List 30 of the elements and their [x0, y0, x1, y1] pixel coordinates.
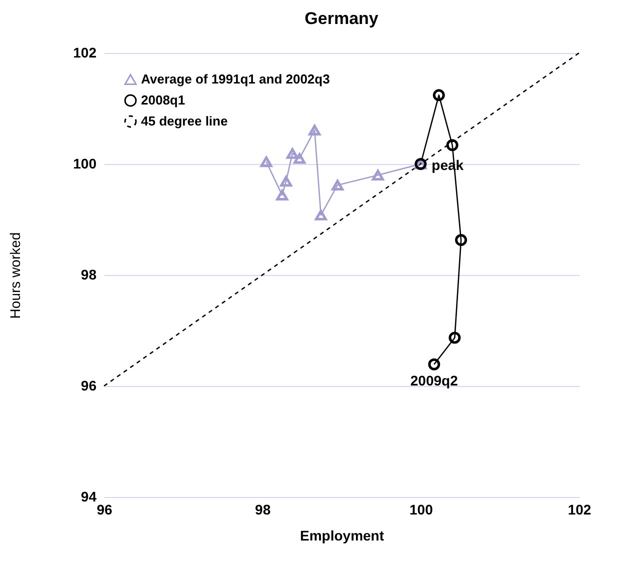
- point: [332, 180, 344, 190]
- x-tick-label: 100: [409, 502, 434, 518]
- y-tick-label: 98: [80, 266, 97, 282]
- point: [276, 190, 288, 200]
- point: [280, 176, 292, 187]
- x-tick-label: 96: [96, 502, 112, 518]
- y-tick-label: 100: [73, 156, 97, 172]
- y-tick-label: 94: [80, 488, 97, 504]
- x-axis-title: Employment: [300, 528, 384, 544]
- x-tick-label: 102: [568, 502, 592, 518]
- point: [446, 139, 458, 152]
- y-tick-label: 96: [80, 378, 97, 394]
- y-tick-label: 102: [73, 44, 97, 60]
- point: [314, 210, 327, 220]
- legend-label: 45 degree line: [141, 114, 228, 128]
- chart-title: Germany: [304, 9, 379, 28]
- legend-label: Average of 1991q1 and 2002q3: [141, 72, 330, 86]
- annotation: 2009q2: [410, 372, 458, 388]
- y-axis-title: Hours worked: [7, 232, 24, 319]
- point: [294, 153, 306, 164]
- point: [372, 170, 384, 180]
- point: [428, 358, 440, 370]
- x-tick-label: 98: [255, 502, 271, 518]
- point: [448, 332, 461, 344]
- legend-label: 2008q1: [141, 92, 186, 108]
- point: [286, 148, 298, 159]
- point: [308, 124, 321, 136]
- point: [260, 156, 272, 168]
- point: [455, 234, 468, 246]
- point: [432, 89, 445, 102]
